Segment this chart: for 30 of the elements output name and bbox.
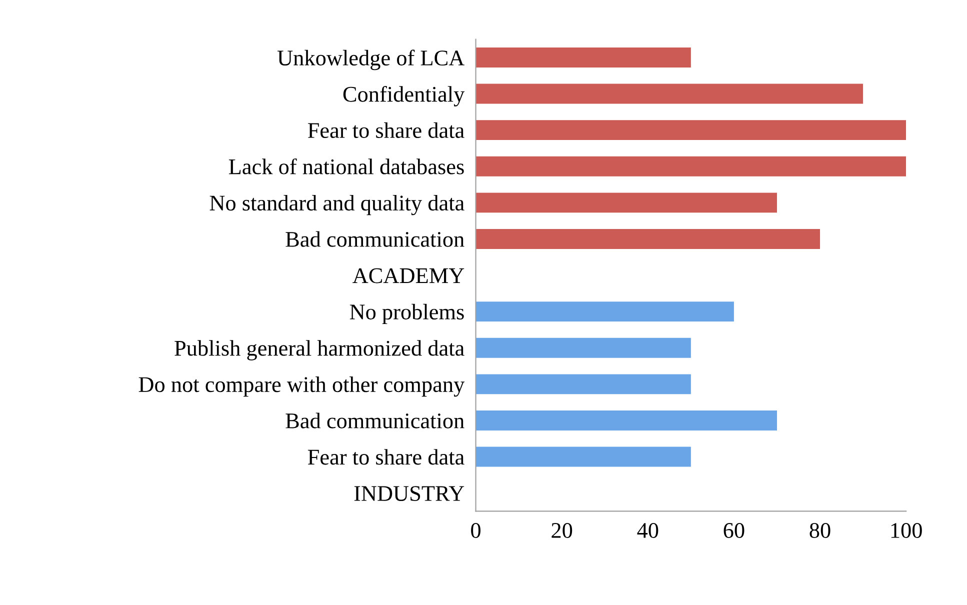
y-tick-label: Publish general harmonized data bbox=[174, 340, 464, 360]
x-tick-label: 40 bbox=[637, 522, 658, 538]
x-tick-label: 80 bbox=[810, 522, 830, 538]
y-tick-label: INDUSTRY bbox=[354, 486, 464, 502]
bar bbox=[476, 338, 691, 358]
y-tick-label: Unkowledge of LCA bbox=[277, 50, 464, 70]
x-tick-label: 0 bbox=[471, 522, 480, 538]
bar bbox=[476, 446, 691, 467]
y-tick-label: No problems bbox=[350, 304, 464, 324]
x-tick-label: 20 bbox=[552, 522, 572, 538]
y-tick-label: Fear to share data bbox=[308, 122, 464, 138]
x-tick-label: 100 bbox=[891, 522, 922, 538]
y-tick-label: Do not compare with other company bbox=[138, 376, 465, 397]
y-tick-label: Fear to share data bbox=[308, 449, 464, 465]
bar bbox=[476, 156, 906, 176]
bar bbox=[476, 120, 906, 140]
bar bbox=[476, 374, 691, 394]
y-tick-label: Lack of national databases bbox=[228, 158, 464, 174]
y-tick-label: Bad communication bbox=[286, 412, 464, 428]
bar bbox=[476, 410, 777, 430]
x-tick-label: 60 bbox=[724, 522, 744, 538]
y-tick-label: Confidentialy bbox=[343, 86, 465, 106]
bar bbox=[476, 47, 691, 68]
y-tick-label: Bad communication bbox=[286, 231, 464, 247]
bar bbox=[476, 84, 864, 104]
bar bbox=[476, 302, 734, 322]
bar bbox=[476, 228, 820, 249]
y-tick-label: ACADEMY bbox=[352, 268, 464, 284]
y-tick-label: No standard and quality data bbox=[210, 194, 464, 216]
bar bbox=[476, 192, 777, 213]
